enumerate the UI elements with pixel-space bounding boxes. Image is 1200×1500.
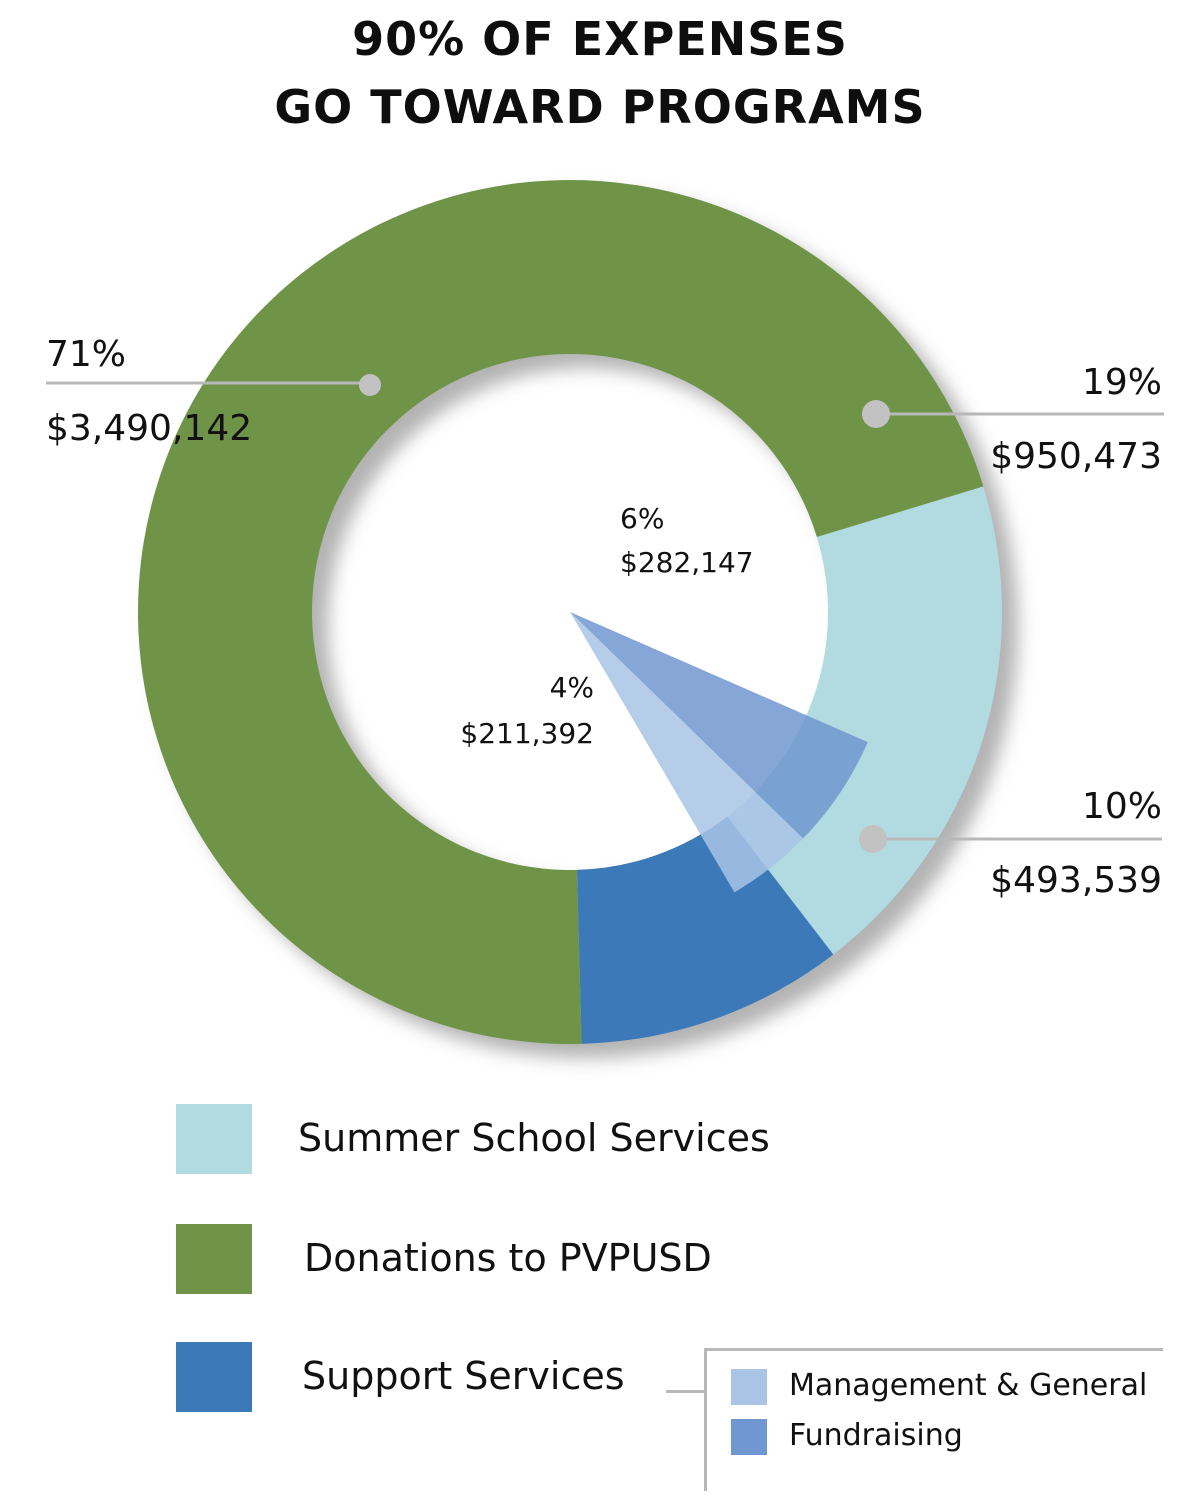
legend-swatch-management-general <box>731 1369 767 1405</box>
management-general-percent-label: 4% <box>550 671 594 704</box>
fundraising-amount-label: $282,147 <box>620 546 754 579</box>
support-services-breakdown <box>570 612 868 893</box>
legend-label-fundraising: Fundraising <box>789 1418 963 1453</box>
support-services-percent-label: 10% <box>1082 786 1162 827</box>
chart-title-line-2: GO TOWARD PROGRAMS <box>274 80 926 134</box>
chart-title-line-1: 90% OF EXPENSES <box>352 12 848 66</box>
legend-item-support-services: Support Services <box>176 1342 796 1414</box>
donut-ring <box>138 180 1002 1045</box>
legend-swatch-support-services <box>176 1342 252 1412</box>
donations-percent-label: 71% <box>46 334 126 375</box>
summer-school-amount-label: $950,473 <box>990 436 1162 477</box>
slice-donations <box>138 180 984 1045</box>
support-services-sub-legend: Management & General Fundraising <box>704 1348 1163 1491</box>
legend-swatch-fundraising <box>731 1419 767 1455</box>
legend-label-donations: Donations to PVPUSD <box>304 1236 712 1280</box>
summer-school-percent-label: 19% <box>1082 362 1162 403</box>
fundraising-percent-label: 6% <box>620 502 664 535</box>
legend-swatch-summer-school <box>176 1104 252 1174</box>
slice-support-services <box>576 816 834 1044</box>
leader-dot-support-services <box>859 825 887 853</box>
legend-item-summer-school: Summer School Services <box>176 1104 796 1176</box>
management-general-amount-label: $211,392 <box>460 717 594 750</box>
legend-swatch-donations <box>176 1224 252 1294</box>
wedge-fundraising <box>570 612 868 839</box>
legend-label-summer-school: Summer School Services <box>298 1116 770 1160</box>
legend-item-donations: Donations to PVPUSD <box>176 1224 796 1296</box>
leader-dot-summer-school <box>862 400 890 428</box>
leader-lines <box>46 374 1164 853</box>
leader-dot-donations <box>359 374 381 396</box>
slice-labels: 71% $3,490,142 19% $950,473 10% $493,539… <box>46 334 1162 901</box>
support-services-amount-label: $493,539 <box>990 860 1162 901</box>
legend-label-management-general: Management & General <box>789 1368 1148 1403</box>
legend-label-support-services: Support Services <box>302 1354 625 1398</box>
wedge-management-general <box>570 612 804 893</box>
donations-amount-label: $3,490,142 <box>46 408 252 449</box>
sub-legend-connector <box>666 1390 704 1393</box>
